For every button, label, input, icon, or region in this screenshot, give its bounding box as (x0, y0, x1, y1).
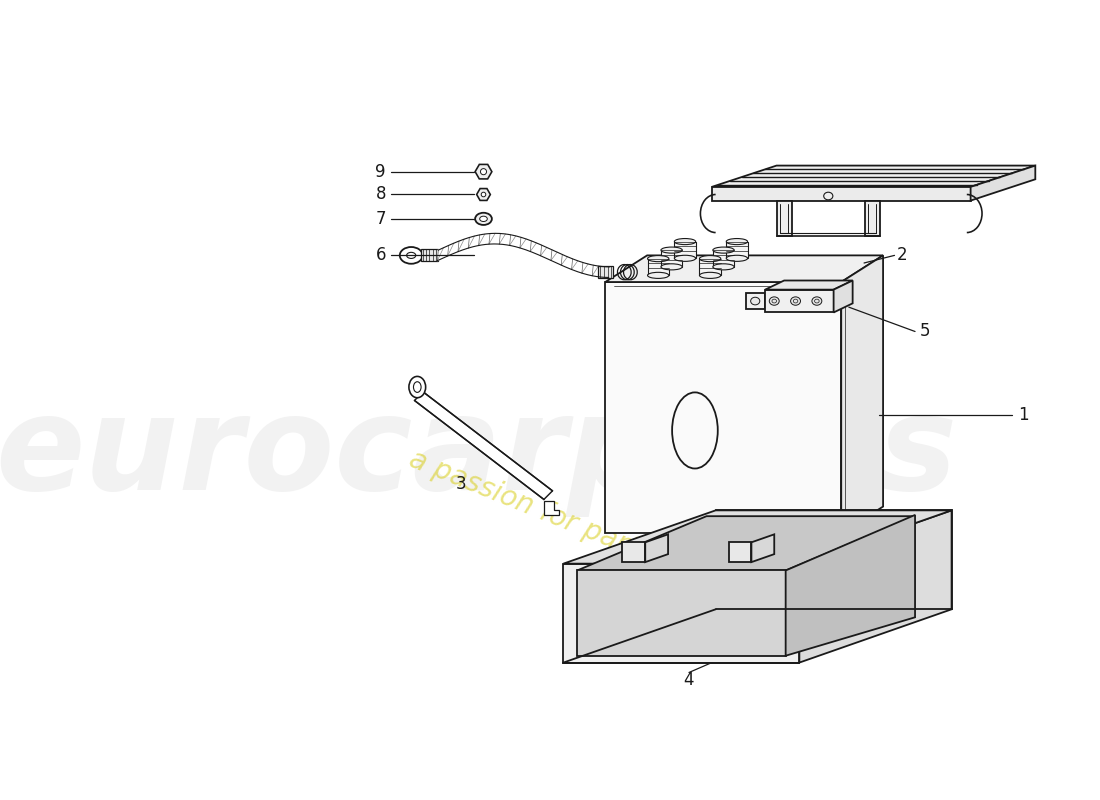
Ellipse shape (648, 255, 669, 262)
Polygon shape (415, 400, 553, 499)
Ellipse shape (674, 255, 695, 262)
Polygon shape (785, 515, 915, 656)
Ellipse shape (700, 272, 720, 278)
Text: 9: 9 (375, 162, 386, 181)
Polygon shape (543, 502, 559, 515)
Polygon shape (728, 542, 751, 562)
Polygon shape (766, 281, 852, 290)
Ellipse shape (791, 297, 801, 306)
Polygon shape (777, 201, 792, 236)
Polygon shape (563, 564, 800, 662)
Polygon shape (674, 242, 695, 258)
Polygon shape (578, 570, 785, 656)
Ellipse shape (700, 255, 720, 262)
Ellipse shape (750, 298, 760, 305)
Text: 5: 5 (920, 322, 931, 341)
Ellipse shape (769, 297, 779, 306)
Polygon shape (970, 166, 1035, 201)
Polygon shape (712, 166, 1035, 187)
Text: a passion for parts since 1985: a passion for parts since 1985 (406, 446, 805, 629)
Polygon shape (421, 250, 438, 262)
Ellipse shape (713, 247, 734, 253)
Polygon shape (834, 281, 852, 313)
Text: eurocarparts: eurocarparts (0, 390, 957, 517)
Ellipse shape (661, 247, 682, 253)
Ellipse shape (407, 252, 416, 258)
Ellipse shape (674, 238, 695, 245)
Text: 1: 1 (1019, 406, 1030, 424)
Polygon shape (751, 534, 774, 562)
Polygon shape (415, 392, 552, 499)
Polygon shape (766, 290, 834, 313)
Ellipse shape (399, 247, 422, 264)
Ellipse shape (481, 192, 486, 197)
Ellipse shape (475, 213, 492, 225)
Polygon shape (842, 255, 883, 533)
Polygon shape (713, 250, 734, 267)
Polygon shape (597, 266, 613, 278)
Polygon shape (800, 510, 952, 662)
Polygon shape (865, 201, 880, 236)
Ellipse shape (481, 169, 486, 174)
Text: 2: 2 (896, 246, 907, 264)
Ellipse shape (726, 238, 748, 245)
Ellipse shape (648, 272, 669, 278)
Ellipse shape (480, 216, 487, 222)
Polygon shape (648, 258, 669, 275)
Ellipse shape (726, 255, 748, 262)
Polygon shape (661, 250, 682, 267)
Ellipse shape (713, 264, 734, 270)
Polygon shape (605, 255, 883, 282)
Polygon shape (646, 534, 668, 562)
Polygon shape (563, 510, 952, 564)
Ellipse shape (824, 192, 833, 200)
Text: 4: 4 (684, 671, 694, 689)
Ellipse shape (409, 377, 426, 398)
Polygon shape (716, 510, 952, 610)
Polygon shape (726, 242, 748, 258)
Polygon shape (746, 294, 766, 309)
Polygon shape (605, 282, 842, 533)
Text: 6: 6 (375, 246, 386, 264)
Text: 7: 7 (375, 210, 386, 228)
Polygon shape (578, 516, 915, 570)
Polygon shape (712, 187, 970, 201)
Text: 3: 3 (455, 474, 466, 493)
Polygon shape (700, 258, 720, 275)
Polygon shape (438, 234, 609, 278)
Polygon shape (623, 542, 646, 562)
Ellipse shape (414, 382, 421, 392)
Text: 8: 8 (375, 186, 386, 203)
Ellipse shape (661, 264, 682, 270)
Ellipse shape (812, 297, 822, 306)
